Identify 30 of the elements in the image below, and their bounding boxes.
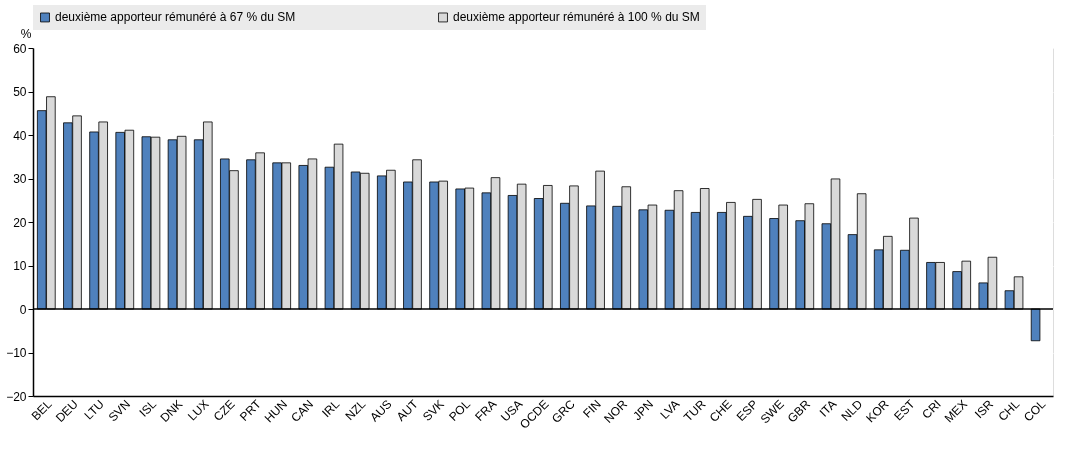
y-tick-label: 10 [13,259,27,273]
y-axis-title: % [20,26,32,41]
y-tick-label: 40 [13,128,27,143]
x-tick-label: NZL [342,396,369,424]
y-tick-label: 0 [19,302,27,317]
x-tick-label: ITA [816,397,840,420]
y-tick-label: 20 [13,215,27,230]
legend-label: deuxième apporteur rémunéré à 67 % du SM [55,10,296,25]
x-tick-label: IRL [319,396,343,421]
x-tick-label: ISL [136,396,160,420]
x-tick-label: FRA [472,397,500,424]
y-tick-label: −20 [6,389,27,404]
x-tick-label: LVA [657,397,683,422]
x-tick-label: CHL [995,396,1023,424]
legend-label: deuxième apporteur rémunéré à 100 % du SM [453,10,700,25]
x-tick-label: NLD [838,396,866,424]
y-tick-label: −10 [6,346,27,360]
x-tick-label: POL [446,396,474,424]
x-tick-label: LTU [81,397,107,423]
x-tick-label: TUR [681,396,709,425]
x-tick-label: CZE [210,397,238,424]
x-tick-label: ISR [972,396,997,422]
x-tick-label: BEL [28,396,55,424]
x-tick-label: CRI [919,397,944,422]
y-tick-label: 60 [13,41,27,56]
y-tick-label: 30 [13,172,27,186]
x-tick-label: JPN [630,397,657,424]
y-tick-label: 50 [13,85,27,99]
x-tick-label: FIN [580,397,604,421]
x-tick-label: COL [1021,396,1049,425]
